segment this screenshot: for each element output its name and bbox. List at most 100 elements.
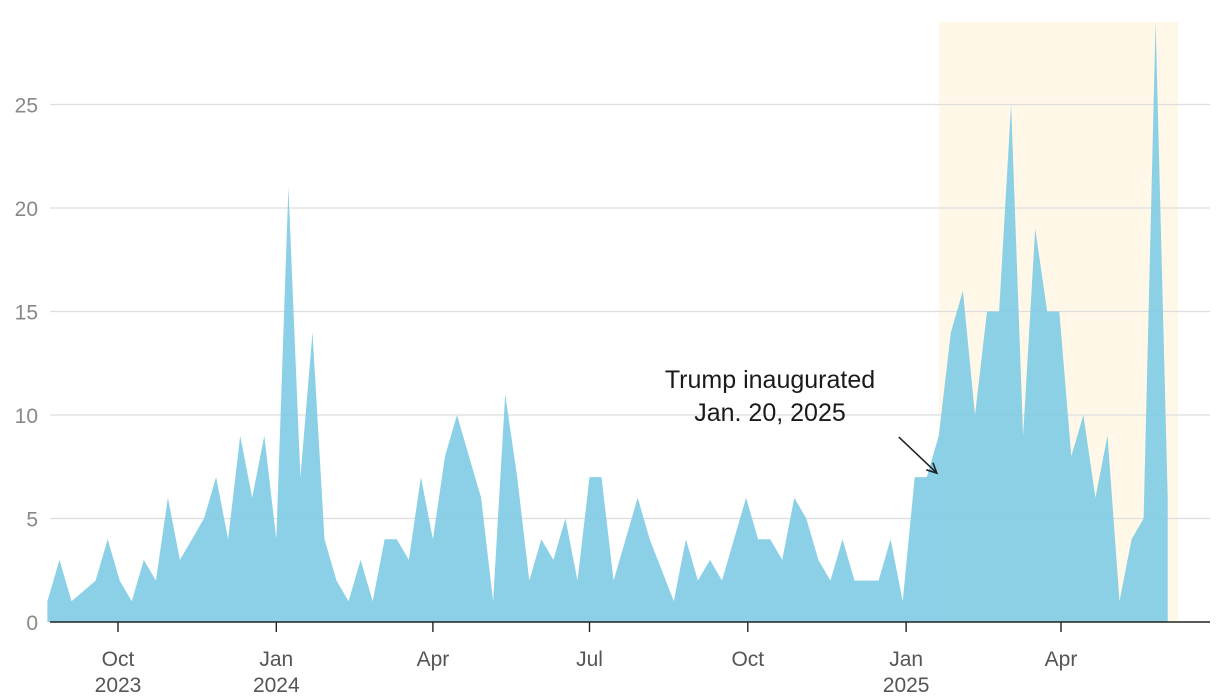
data-point-91 <box>1142 517 1145 520</box>
data-point-27 <box>371 600 374 603</box>
x-tick-sublabel-1: 2024 <box>253 674 300 697</box>
weekly-count-area <box>47 21 1168 622</box>
x-tick-label-4: Oct <box>731 648 764 671</box>
x-tick-label-2: Apr <box>417 648 450 671</box>
x-tick-label-0: Oct <box>102 648 135 671</box>
data-point-72 <box>913 476 916 479</box>
data-point-4 <box>94 579 97 582</box>
data-point-26 <box>359 558 362 561</box>
x-tick-label-3: Jul <box>576 648 603 671</box>
data-point-37 <box>492 600 495 603</box>
data-point-49 <box>636 496 639 499</box>
x-axis-ticks: Oct 2023 Jan 2024 Apr Jul Oct Jan 2025 Apr <box>95 622 1078 697</box>
data-point-85 <box>1070 455 1073 458</box>
data-point-6 <box>118 579 121 582</box>
data-point-13 <box>203 517 206 520</box>
data-point-10 <box>166 496 169 499</box>
data-point-84 <box>1058 310 1061 313</box>
data-point-25 <box>347 600 350 603</box>
data-point-57 <box>733 538 736 541</box>
data-point-1 <box>58 558 61 561</box>
data-point-87 <box>1094 496 1097 499</box>
y-tick-label-0: 0 <box>26 612 38 635</box>
data-point-36 <box>480 496 483 499</box>
data-point-64 <box>817 558 820 561</box>
data-point-51 <box>660 569 663 572</box>
data-point-90 <box>1130 538 1133 541</box>
data-point-8 <box>142 558 145 561</box>
data-point-46 <box>600 476 603 479</box>
data-point-76 <box>961 289 964 292</box>
data-point-44 <box>576 579 579 582</box>
data-point-71 <box>901 600 904 603</box>
data-point-34 <box>456 414 459 417</box>
data-point-23 <box>323 538 326 541</box>
x-tick-label-6: Apr <box>1045 648 1078 671</box>
data-point-2 <box>70 600 73 603</box>
data-point-48 <box>624 538 627 541</box>
data-point-75 <box>949 331 952 334</box>
data-point-73 <box>925 476 928 479</box>
data-point-30 <box>407 558 410 561</box>
x-tick-label-1: Jan <box>259 648 293 671</box>
data-point-65 <box>829 579 832 582</box>
data-point-79 <box>998 310 1001 313</box>
y-tick-label-25: 25 <box>15 95 38 118</box>
annotation-arrow-head <box>926 462 939 475</box>
data-point-17 <box>251 496 254 499</box>
data-point-38 <box>504 393 507 396</box>
data-point-22 <box>311 331 314 334</box>
x-tick-sublabel-0: 2023 <box>95 674 142 697</box>
data-point-53 <box>684 538 687 541</box>
annotation-line-1: Trump inaugurated <box>665 366 875 394</box>
data-point-67 <box>853 579 856 582</box>
data-point-60 <box>769 538 772 541</box>
inauguration-annotation: Trump inaugurated Jan. 20, 2025 <box>665 366 939 475</box>
data-point-86 <box>1082 414 1085 417</box>
data-point-92 <box>1154 20 1157 23</box>
annotation-line-2: Jan. 20, 2025 <box>694 399 846 427</box>
data-point-11 <box>178 558 181 561</box>
x-tick-label-5: Jan <box>889 648 923 671</box>
data-point-9 <box>154 579 157 582</box>
data-point-18 <box>263 434 266 437</box>
data-point-52 <box>672 600 675 603</box>
data-point-89 <box>1118 600 1121 603</box>
y-tick-label-10: 10 <box>15 405 38 428</box>
data-point-69 <box>877 579 880 582</box>
data-point-43 <box>564 517 567 520</box>
data-point-66 <box>841 538 844 541</box>
y-tick-label-5: 5 <box>26 509 38 532</box>
data-point-83 <box>1046 310 1049 313</box>
data-point-63 <box>805 517 808 520</box>
data-point-42 <box>552 558 555 561</box>
data-point-19 <box>275 538 278 541</box>
data-point-40 <box>528 579 531 582</box>
data-point-32 <box>431 538 434 541</box>
data-point-68 <box>865 579 868 582</box>
data-point-14 <box>215 476 218 479</box>
data-point-93 <box>1166 496 1169 499</box>
y-tick-label-20: 20 <box>15 198 38 221</box>
data-point-33 <box>444 455 447 458</box>
data-point-80 <box>1010 103 1013 106</box>
data-point-29 <box>395 538 398 541</box>
data-point-28 <box>383 538 386 541</box>
data-point-41 <box>540 538 543 541</box>
data-point-59 <box>757 538 760 541</box>
data-point-54 <box>696 579 699 582</box>
data-point-15 <box>227 538 230 541</box>
data-point-58 <box>745 496 748 499</box>
data-point-62 <box>793 496 796 499</box>
data-point-61 <box>781 558 784 561</box>
data-point-7 <box>130 600 133 603</box>
data-point-77 <box>974 414 977 417</box>
data-point-56 <box>721 579 724 582</box>
data-point-50 <box>648 538 651 541</box>
data-point-45 <box>588 476 591 479</box>
data-point-12 <box>191 538 194 541</box>
data-point-3 <box>82 590 85 593</box>
data-point-81 <box>1022 434 1025 437</box>
data-point-78 <box>986 310 989 313</box>
